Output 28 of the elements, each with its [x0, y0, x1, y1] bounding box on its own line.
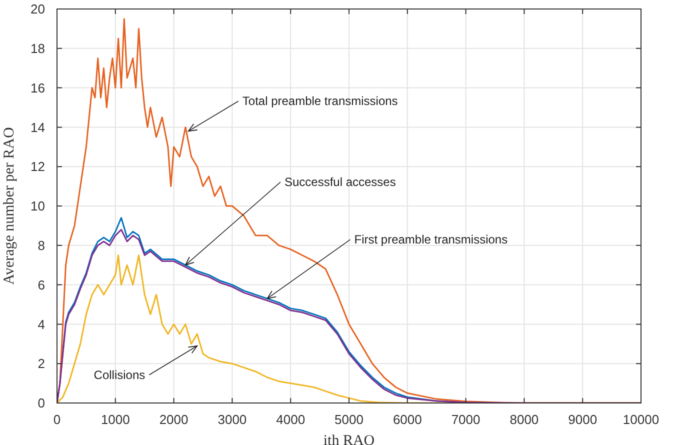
y-tick-label: 2 [38, 356, 45, 372]
y-tick-label: 12 [30, 159, 45, 174]
y-tick-label: 10 [30, 198, 45, 214]
x-tick-label: 8000 [510, 412, 539, 428]
x-axis-title: ith RAO [323, 433, 375, 445]
y-tick-label: 14 [30, 120, 45, 135]
y-tick-label: 0 [38, 396, 45, 411]
x-tick-label: 6000 [392, 412, 422, 428]
x-tick-label: 0 [53, 412, 61, 428]
y-tick-label: 20 [30, 2, 45, 17]
x-tick-label: 1000 [100, 412, 130, 428]
y-tick-label: 8 [38, 238, 45, 254]
annotation: Total preamble transmissions [242, 94, 398, 108]
x-tick-label: 5000 [334, 412, 364, 428]
y-tick-label: 6 [38, 277, 45, 292]
y-tick-label: 18 [30, 41, 45, 56]
x-tick-label: 9000 [568, 412, 598, 428]
y-axis-title: Average number per RAO [1, 127, 18, 285]
x-tick-label: 2000 [159, 412, 188, 428]
annotation: Collisions [94, 368, 146, 382]
x-tick-label: 3000 [218, 412, 247, 428]
y-tick-label: 16 [30, 80, 45, 96]
x-tick-label: 10000 [622, 412, 660, 428]
x-tick-label: 4000 [276, 412, 306, 428]
y-tick-label: 4 [38, 316, 45, 332]
x-tick-label: 7000 [451, 412, 480, 428]
annotation: Successful accesses [284, 175, 396, 190]
annotation: First preamble transmissions [354, 232, 508, 247]
